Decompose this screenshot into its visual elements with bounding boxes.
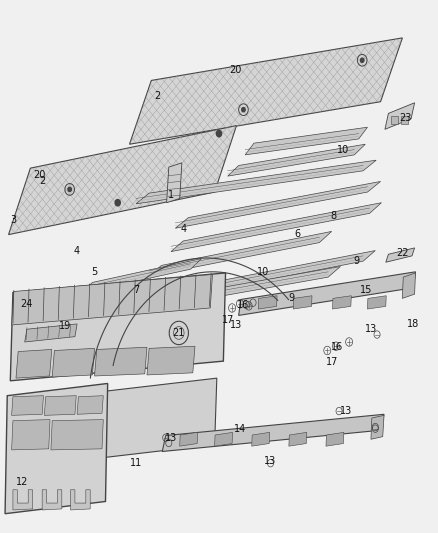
Text: 5: 5 — [92, 267, 98, 277]
Text: 13: 13 — [265, 456, 277, 466]
Polygon shape — [403, 273, 416, 298]
Text: 13: 13 — [230, 320, 243, 330]
Circle shape — [216, 131, 222, 137]
Polygon shape — [5, 383, 108, 514]
Polygon shape — [385, 103, 415, 130]
Text: 7: 7 — [133, 286, 139, 295]
Polygon shape — [44, 395, 76, 415]
Text: 10: 10 — [257, 267, 269, 277]
Polygon shape — [77, 395, 103, 414]
Text: 4: 4 — [181, 224, 187, 235]
Polygon shape — [175, 181, 381, 228]
Circle shape — [68, 187, 71, 191]
Polygon shape — [228, 144, 365, 176]
Polygon shape — [71, 490, 90, 510]
Text: 13: 13 — [365, 324, 377, 334]
Polygon shape — [25, 324, 77, 342]
Text: 20: 20 — [230, 65, 242, 75]
Text: 23: 23 — [400, 112, 412, 123]
Text: 9: 9 — [353, 256, 360, 266]
Text: 2: 2 — [39, 176, 45, 187]
Polygon shape — [258, 296, 277, 309]
Polygon shape — [180, 432, 198, 446]
Text: 15: 15 — [360, 286, 373, 295]
Circle shape — [360, 58, 364, 62]
Text: 9: 9 — [288, 293, 294, 303]
Polygon shape — [81, 259, 201, 293]
Polygon shape — [52, 349, 95, 377]
Text: 1: 1 — [168, 190, 174, 200]
Polygon shape — [332, 296, 351, 309]
Polygon shape — [12, 395, 43, 415]
Text: 3: 3 — [11, 215, 17, 225]
Text: 6: 6 — [294, 229, 300, 239]
Text: 16: 16 — [331, 342, 343, 352]
Polygon shape — [136, 160, 376, 204]
FancyBboxPatch shape — [401, 116, 408, 124]
Text: 17: 17 — [326, 357, 339, 367]
Text: 13: 13 — [339, 406, 352, 416]
Polygon shape — [147, 346, 195, 375]
Polygon shape — [12, 274, 212, 325]
Polygon shape — [51, 419, 103, 450]
Polygon shape — [252, 432, 270, 446]
Circle shape — [173, 327, 184, 340]
Polygon shape — [9, 126, 237, 235]
Text: 14: 14 — [234, 424, 246, 434]
Circle shape — [115, 199, 120, 206]
Text: 11: 11 — [130, 458, 142, 468]
Polygon shape — [42, 490, 62, 510]
Text: 16: 16 — [237, 300, 249, 310]
Text: 22: 22 — [396, 248, 409, 258]
Polygon shape — [171, 203, 381, 252]
Text: 20: 20 — [33, 170, 45, 180]
Polygon shape — [239, 272, 416, 316]
Text: 2: 2 — [155, 91, 161, 101]
Polygon shape — [367, 296, 386, 309]
Polygon shape — [245, 127, 367, 155]
Polygon shape — [103, 266, 340, 317]
Polygon shape — [293, 296, 312, 309]
Polygon shape — [101, 378, 217, 458]
Text: 4: 4 — [74, 246, 80, 255]
Text: 18: 18 — [407, 319, 420, 329]
Polygon shape — [95, 348, 147, 376]
Text: 24: 24 — [20, 298, 32, 309]
Polygon shape — [13, 490, 32, 510]
Text: 17: 17 — [222, 314, 234, 325]
Polygon shape — [289, 432, 307, 446]
Polygon shape — [326, 432, 344, 446]
Polygon shape — [162, 414, 384, 451]
Circle shape — [242, 108, 245, 112]
Polygon shape — [106, 301, 223, 340]
FancyBboxPatch shape — [392, 116, 398, 124]
Text: 19: 19 — [59, 321, 71, 331]
Polygon shape — [215, 432, 233, 446]
Text: 8: 8 — [330, 211, 336, 221]
Polygon shape — [371, 415, 384, 439]
Polygon shape — [11, 273, 226, 381]
Text: 12: 12 — [16, 477, 29, 487]
Polygon shape — [149, 231, 332, 276]
Polygon shape — [166, 251, 375, 300]
Text: 21: 21 — [173, 328, 185, 338]
Polygon shape — [166, 163, 182, 203]
Polygon shape — [386, 248, 415, 262]
Polygon shape — [130, 38, 403, 144]
Text: 13: 13 — [165, 433, 177, 443]
Polygon shape — [16, 350, 52, 378]
Text: 10: 10 — [337, 144, 350, 155]
Polygon shape — [12, 419, 50, 450]
